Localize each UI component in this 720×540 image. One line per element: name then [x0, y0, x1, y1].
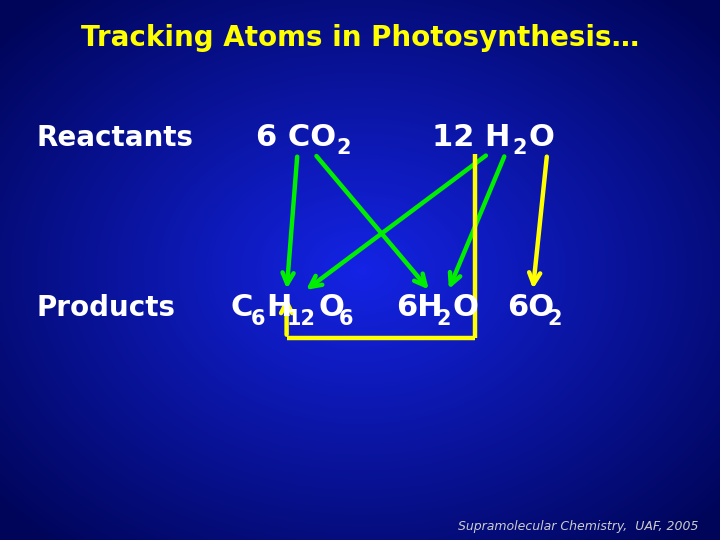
Text: 12: 12: [287, 308, 315, 329]
Text: 6H: 6H: [396, 293, 443, 322]
Text: 2: 2: [513, 138, 527, 159]
Text: 2: 2: [548, 308, 562, 329]
Text: O: O: [452, 293, 478, 322]
Text: Reactants: Reactants: [36, 124, 193, 152]
Text: Tracking Atoms in Photosynthesis…: Tracking Atoms in Photosynthesis…: [81, 24, 639, 52]
Text: 6: 6: [338, 308, 353, 329]
Text: 6 CO: 6 CO: [256, 123, 336, 152]
Text: C: C: [230, 293, 253, 322]
Text: 12 H: 12 H: [432, 123, 510, 152]
Text: 2: 2: [436, 308, 451, 329]
Text: 6: 6: [251, 308, 265, 329]
Text: O: O: [318, 293, 344, 322]
Text: H: H: [266, 293, 292, 322]
Text: 6O: 6O: [508, 293, 554, 322]
Text: Supramolecular Chemistry,  UAF, 2005: Supramolecular Chemistry, UAF, 2005: [458, 520, 698, 533]
Text: 2: 2: [336, 138, 351, 159]
Text: O: O: [528, 123, 554, 152]
Text: Products: Products: [36, 294, 175, 322]
